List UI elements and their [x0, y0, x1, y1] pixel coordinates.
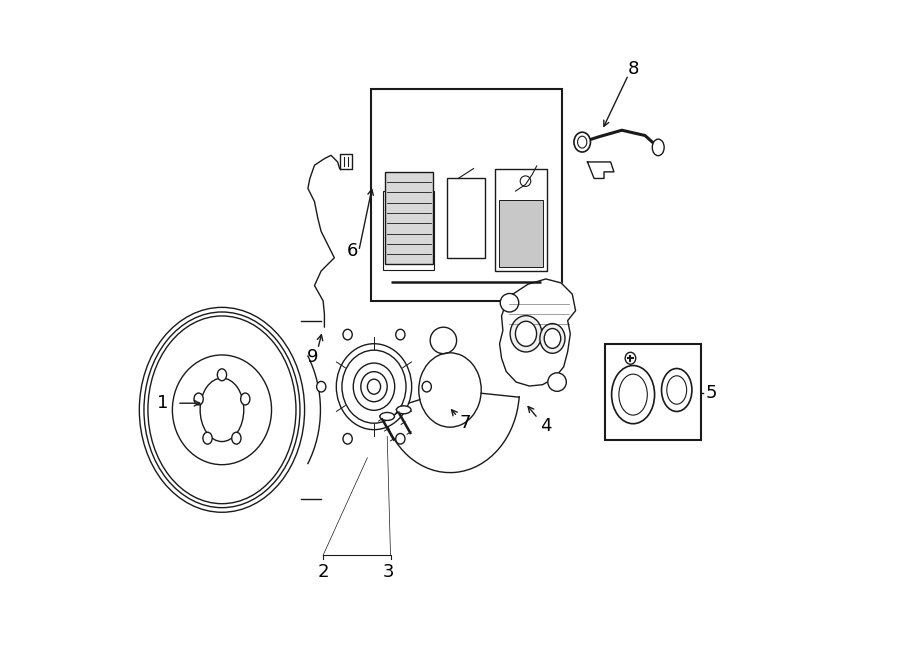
Circle shape — [500, 293, 518, 312]
Bar — [371, 89, 562, 301]
Ellipse shape — [354, 363, 395, 410]
Text: 6: 6 — [346, 242, 358, 260]
Ellipse shape — [540, 324, 565, 353]
Ellipse shape — [337, 344, 411, 430]
Bar — [499, 200, 543, 267]
Ellipse shape — [361, 371, 387, 402]
Ellipse shape — [367, 379, 381, 394]
Ellipse shape — [574, 132, 590, 152]
Ellipse shape — [231, 432, 241, 444]
Text: 4: 4 — [540, 417, 552, 436]
Ellipse shape — [240, 393, 250, 405]
Ellipse shape — [612, 366, 654, 424]
Ellipse shape — [578, 136, 587, 148]
Bar — [382, 191, 434, 270]
Ellipse shape — [396, 329, 405, 340]
Ellipse shape — [343, 329, 352, 340]
Bar — [385, 172, 433, 264]
Circle shape — [548, 373, 566, 391]
Ellipse shape — [652, 139, 664, 156]
Ellipse shape — [396, 434, 405, 444]
Text: 2: 2 — [318, 563, 328, 581]
Polygon shape — [588, 162, 614, 178]
Bar — [495, 169, 546, 271]
Text: 3: 3 — [382, 563, 394, 581]
Ellipse shape — [626, 352, 635, 364]
Ellipse shape — [422, 381, 431, 392]
Bar — [446, 178, 485, 258]
Bar — [606, 344, 701, 440]
Ellipse shape — [397, 406, 411, 414]
Ellipse shape — [380, 412, 394, 420]
Ellipse shape — [667, 375, 687, 404]
Ellipse shape — [544, 329, 561, 348]
Ellipse shape — [510, 316, 542, 352]
Text: 5: 5 — [706, 384, 716, 403]
Polygon shape — [500, 279, 576, 386]
Ellipse shape — [217, 369, 227, 381]
Text: 1: 1 — [157, 394, 168, 412]
Ellipse shape — [200, 378, 244, 442]
Ellipse shape — [619, 374, 647, 415]
Ellipse shape — [662, 368, 692, 411]
Text: 7: 7 — [460, 414, 471, 432]
Text: 8: 8 — [628, 60, 639, 79]
Ellipse shape — [516, 321, 536, 346]
Ellipse shape — [343, 434, 352, 444]
Ellipse shape — [202, 432, 212, 444]
Text: 9: 9 — [307, 348, 319, 366]
Ellipse shape — [317, 381, 326, 392]
Ellipse shape — [194, 393, 203, 405]
